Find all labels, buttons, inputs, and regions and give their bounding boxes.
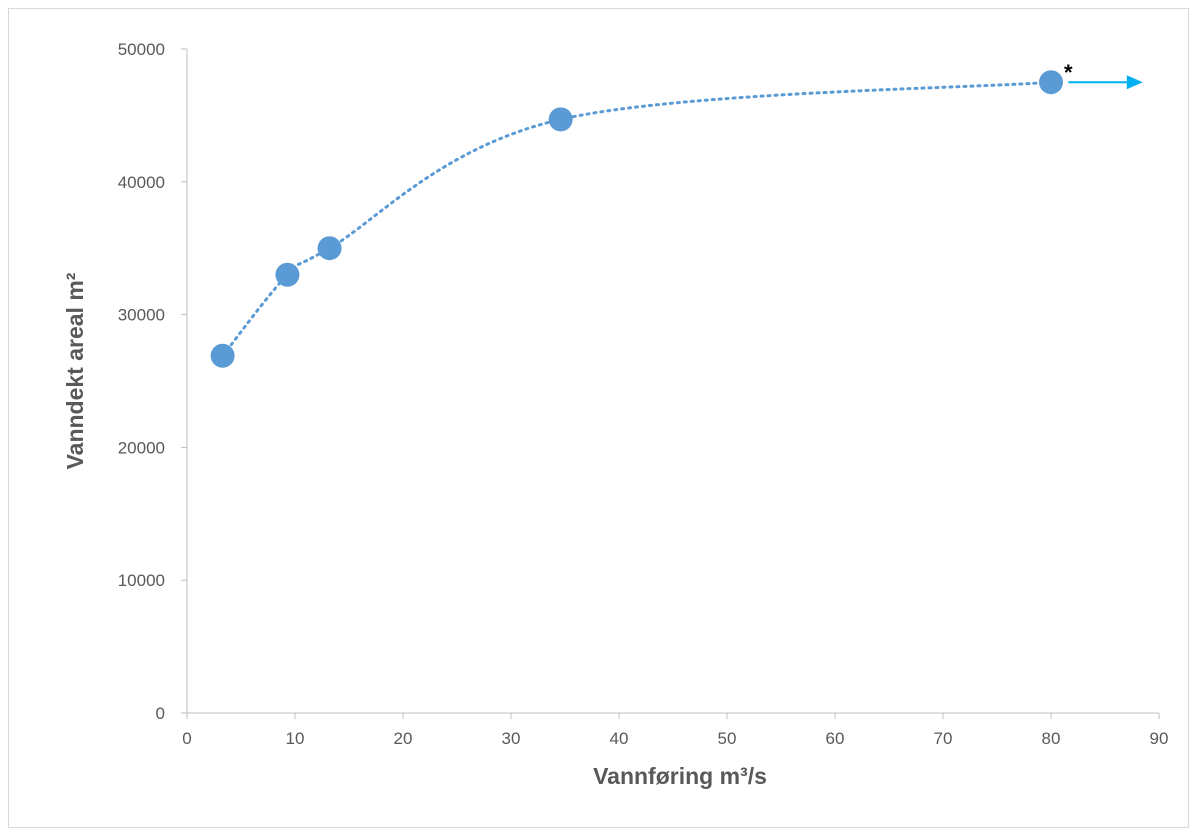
x-tick-label: 30 [502,729,521,748]
x-tick-label: 10 [286,729,305,748]
data-points [210,70,1063,368]
data-point [1039,70,1063,95]
tick-labels: 0 10 20 30 40 50 60 70 80 90 0 10000 20000 30000 40000… [118,40,1169,748]
y-tick-label: 0 [156,704,165,723]
x-tick-label: 60 [826,729,845,748]
trendline-layer [221,80,1053,358]
x-tick-label: 50 [718,729,737,748]
data-point [210,343,235,368]
x-tick-label: 0 [182,729,191,748]
x-tick-label: 80 [1042,729,1061,748]
y-axis-title: Vanndekt areal m² [62,272,88,469]
trendline [221,80,1053,358]
x-tick-label: 70 [934,729,953,748]
y-tick-label: 30000 [118,306,165,325]
x-axis-title: Vannføring m³/s [593,763,767,789]
y-tick-label: 20000 [118,438,165,457]
data-point [275,262,300,287]
x-tick-label: 90 [1150,729,1169,748]
arrow-head [1126,75,1143,90]
y-tick-label: 40000 [118,173,165,192]
data-point [548,107,573,132]
x-tick-label: 40 [610,729,629,748]
chart-svg: 0 10 20 30 40 50 60 70 80 90 0 10000 20000 30000 40000… [62,40,1169,789]
y-tick-label: 10000 [118,571,165,590]
chart-frame: 0 10 20 30 40 50 60 70 80 90 0 10000 20000 30000 40000… [8,8,1189,828]
annotation-star: * [1064,60,1073,85]
data-point [317,236,342,261]
axes [181,48,1160,719]
x-tick-label: 20 [394,729,413,748]
annotations: * [1064,60,1143,90]
y-tick-label: 50000 [118,40,165,59]
